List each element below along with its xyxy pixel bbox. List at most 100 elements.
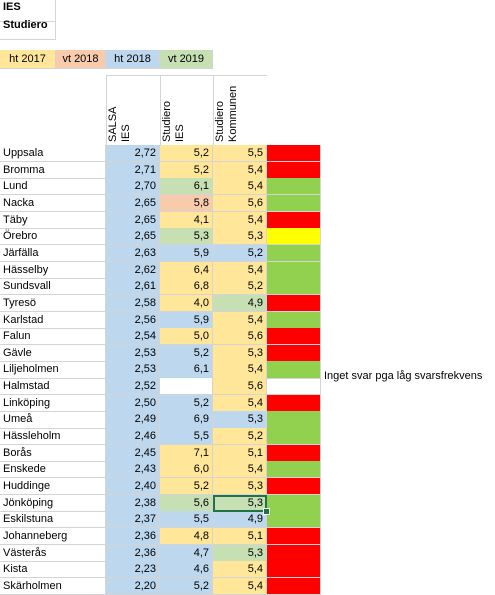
- studiero-kommun-value[interactable]: 4,9: [213, 294, 267, 312]
- studiero-kommun-value[interactable]: 5,6: [213, 378, 267, 396]
- salsa-ies-value[interactable]: 2,50: [106, 394, 160, 412]
- studiero-ies-value[interactable]: 5,8: [160, 194, 213, 213]
- city-name[interactable]: Hässleholm: [0, 428, 106, 446]
- city-name[interactable]: Örebro: [0, 228, 106, 246]
- studiero-kommun-value[interactable]: 5,3: [213, 344, 267, 362]
- studiero-kommun-value[interactable]: 5,1: [213, 527, 267, 546]
- salsa-ies-value[interactable]: 2,54: [106, 328, 160, 346]
- status-indicator[interactable]: [267, 511, 321, 529]
- city-name[interactable]: Skärholmen: [0, 577, 106, 595]
- studiero-ies-value[interactable]: 5,5: [160, 511, 213, 529]
- studiero-kommun-value[interactable]: 5,3: [213, 478, 267, 496]
- studiero-ies-value[interactable]: 5,9: [160, 244, 213, 263]
- city-name[interactable]: Kista: [0, 561, 106, 579]
- city-name[interactable]: Tyresö: [0, 294, 106, 312]
- studiero-kommun-value[interactable]: 5,4: [213, 394, 267, 412]
- studiero-kommun-value[interactable]: 5,4: [213, 178, 267, 196]
- city-name[interactable]: Sundsvall: [0, 278, 106, 296]
- salsa-ies-value[interactable]: 2,56: [106, 311, 160, 329]
- city-name[interactable]: Falun: [0, 328, 106, 346]
- salsa-ies-value[interactable]: 2,36: [106, 527, 160, 546]
- city-name[interactable]: Umeå: [0, 411, 106, 429]
- salsa-ies-value[interactable]: 2,37: [106, 511, 160, 529]
- salsa-ies-value[interactable]: 2,61: [106, 278, 160, 296]
- studiero-kommun-value[interactable]: 5,3: [213, 544, 267, 562]
- studiero-kommun-value[interactable]: 5,3: [213, 411, 267, 429]
- status-indicator[interactable]: [267, 361, 321, 379]
- status-indicator[interactable]: [267, 294, 321, 312]
- salsa-ies-value[interactable]: 2,65: [106, 228, 160, 246]
- studiero-kommun-value[interactable]: 5,1: [213, 444, 267, 462]
- studiero-kommun-value[interactable]: 4,9: [213, 511, 267, 529]
- studiero-ies-value[interactable]: 4,7: [160, 544, 213, 562]
- status-indicator[interactable]: [267, 311, 321, 329]
- studiero-kommun-value[interactable]: 5,4: [213, 311, 267, 329]
- city-name[interactable]: Eskilstuna: [0, 511, 106, 529]
- studiero-ies-value[interactable]: 5,6: [160, 494, 213, 512]
- city-name[interactable]: Karlstad: [0, 311, 106, 329]
- status-indicator[interactable]: [267, 494, 321, 512]
- studiero-ies-value[interactable]: 5,2: [160, 161, 213, 179]
- period-legend-item[interactable]: vt 2019: [160, 50, 213, 69]
- status-indicator[interactable]: [267, 344, 321, 362]
- studiero-kommun-value[interactable]: 5,4: [213, 577, 267, 595]
- city-name[interactable]: Borås: [0, 444, 106, 462]
- status-indicator[interactable]: [267, 561, 321, 579]
- studiero-ies-value[interactable]: 6,4: [160, 261, 213, 279]
- period-legend-item[interactable]: vt 2018: [56, 50, 106, 69]
- city-name[interactable]: Enskede: [0, 461, 106, 479]
- status-indicator[interactable]: [267, 261, 321, 279]
- period-legend-item[interactable]: ht 2017: [0, 50, 56, 69]
- salsa-ies-value[interactable]: 2,36: [106, 544, 160, 562]
- studiero-kommun-value[interactable]: 5,3: [213, 494, 267, 512]
- salsa-ies-value[interactable]: 2,52: [106, 378, 160, 396]
- city-name[interactable]: Huddinge: [0, 478, 106, 496]
- salsa-ies-value[interactable]: 2,65: [106, 194, 160, 213]
- studiero-kommun-value[interactable]: 5,4: [213, 361, 267, 379]
- studiero-kommun-value[interactable]: 5,4: [213, 211, 267, 229]
- salsa-ies-value[interactable]: 2,53: [106, 344, 160, 362]
- status-indicator[interactable]: [267, 527, 321, 546]
- city-name[interactable]: Liljeholmen: [0, 361, 106, 379]
- salsa-ies-value[interactable]: 2,45: [106, 444, 160, 462]
- status-indicator[interactable]: [267, 145, 321, 163]
- studiero-ies-value[interactable]: 6,9: [160, 411, 213, 429]
- studiero-kommun-value[interactable]: 5,2: [213, 278, 267, 296]
- salsa-ies-value[interactable]: 2,23: [106, 561, 160, 579]
- studiero-ies-value[interactable]: [160, 378, 213, 396]
- status-indicator[interactable]: [267, 278, 321, 296]
- sheet-subtitle[interactable]: Studiero: [0, 18, 56, 40]
- studiero-kommun-value[interactable]: 5,4: [213, 461, 267, 479]
- studiero-ies-value[interactable]: 6,8: [160, 278, 213, 296]
- studiero-kommun-value[interactable]: 5,4: [213, 161, 267, 179]
- status-indicator[interactable]: [267, 428, 321, 446]
- studiero-kommun-value[interactable]: 5,6: [213, 194, 267, 213]
- salsa-ies-value[interactable]: 2,72: [106, 145, 160, 163]
- column-header[interactable]: Studiero IES: [160, 75, 213, 145]
- status-indicator[interactable]: [267, 478, 321, 496]
- status-indicator[interactable]: [267, 394, 321, 412]
- status-indicator[interactable]: [267, 577, 321, 595]
- studiero-ies-value[interactable]: 5,2: [160, 145, 213, 163]
- city-name[interactable]: Bromma: [0, 161, 106, 179]
- studiero-ies-value[interactable]: 4,8: [160, 527, 213, 546]
- studiero-ies-value[interactable]: 4,6: [160, 561, 213, 579]
- salsa-ies-value[interactable]: 2,20: [106, 577, 160, 595]
- studiero-kommun-value[interactable]: 5,2: [213, 428, 267, 446]
- city-name[interactable]: Lund: [0, 178, 106, 196]
- salsa-ies-value[interactable]: 2,62: [106, 261, 160, 279]
- salsa-ies-value[interactable]: 2,65: [106, 211, 160, 229]
- salsa-ies-value[interactable]: 2,71: [106, 161, 160, 179]
- studiero-ies-value[interactable]: 5,2: [160, 344, 213, 362]
- studiero-ies-value[interactable]: 5,2: [160, 478, 213, 496]
- salsa-ies-value[interactable]: 2,49: [106, 411, 160, 429]
- studiero-kommun-value[interactable]: 5,4: [213, 261, 267, 279]
- city-name[interactable]: Gävle: [0, 344, 106, 362]
- status-indicator[interactable]: [267, 328, 321, 346]
- status-indicator[interactable]: [267, 211, 321, 229]
- city-name[interactable]: Järfälla: [0, 244, 106, 263]
- status-indicator[interactable]: [267, 194, 321, 213]
- city-name[interactable]: Täby: [0, 211, 106, 229]
- studiero-ies-value[interactable]: 5,5: [160, 428, 213, 446]
